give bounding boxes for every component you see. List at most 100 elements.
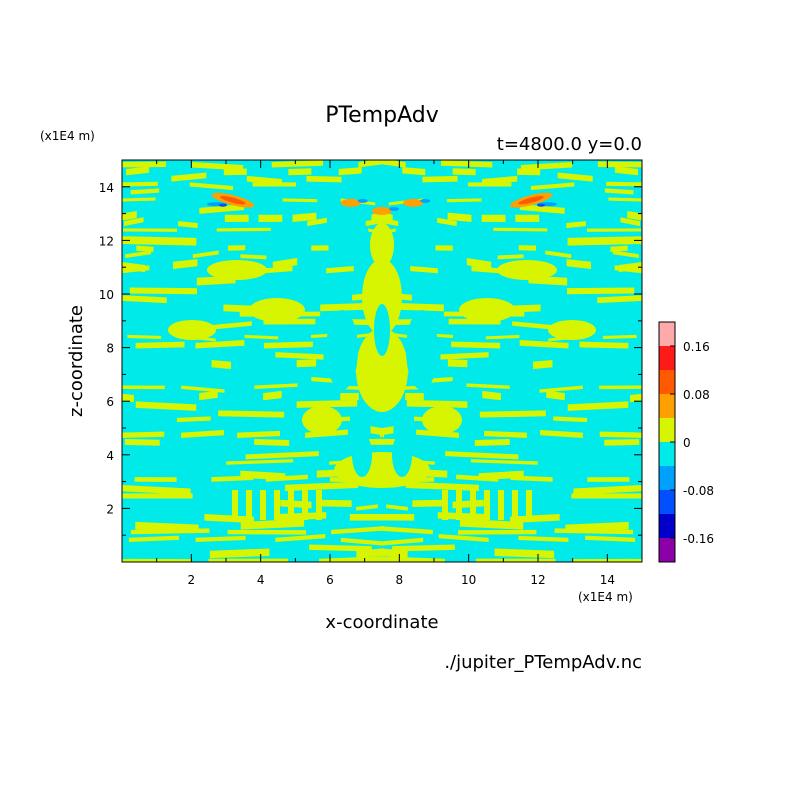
field-maximum — [220, 196, 246, 205]
field-band — [191, 162, 244, 171]
field-blob — [548, 320, 596, 340]
field-band — [252, 182, 297, 187]
field-band — [130, 188, 160, 195]
field-band — [122, 558, 192, 562]
field-band — [579, 341, 629, 349]
field-band — [467, 182, 512, 187]
field-blob — [362, 259, 402, 335]
field-band — [275, 533, 326, 542]
field-band — [435, 245, 453, 251]
field-band — [216, 227, 271, 232]
field-band — [176, 416, 211, 423]
field-blob — [406, 310, 438, 390]
field-band — [122, 295, 167, 304]
x-tick-label: 8 — [396, 573, 404, 587]
colorbar-segment — [659, 346, 675, 370]
field-band — [135, 401, 197, 411]
field-band — [380, 556, 445, 562]
field-band — [422, 175, 458, 183]
field-band — [440, 160, 493, 168]
field-band — [602, 334, 637, 340]
colorbar-tick-label: -0.08 — [683, 484, 714, 498]
field-band — [447, 212, 472, 222]
field-band — [530, 182, 575, 191]
axis-ticks: 2 4 6 8 10 12 14 2 4 6 8 10 12 14 — [99, 160, 642, 587]
field-band — [305, 429, 348, 438]
field-band — [204, 514, 254, 524]
colorbar-tick-label: 0 — [683, 436, 691, 450]
field-band — [452, 168, 476, 176]
field-blob — [370, 223, 394, 267]
field-blob — [459, 298, 515, 322]
field-band — [485, 334, 520, 340]
y-tick-label: 14 — [99, 181, 114, 195]
field-band — [254, 383, 298, 389]
y-tick-label: 6 — [106, 395, 114, 409]
field-band — [223, 168, 247, 176]
colorbar-segment — [659, 490, 675, 514]
field-band — [474, 438, 510, 446]
field-band — [181, 385, 225, 393]
field-band — [134, 477, 177, 482]
field-band — [406, 399, 468, 408]
field-band — [614, 265, 642, 274]
colorbar: 0.16 0.08 0 -0.08 -0.16 — [658, 321, 714, 563]
field-blob — [392, 433, 412, 477]
field-band — [319, 556, 384, 562]
field-band — [380, 548, 408, 559]
x-tick-label: 4 — [257, 573, 265, 587]
field-blob — [334, 452, 430, 488]
y-tick-label: 10 — [99, 288, 114, 302]
field-band — [557, 172, 593, 182]
colorbar-segment — [659, 514, 675, 538]
field-band — [532, 359, 553, 370]
y-unit-label: (x1E4 m) — [40, 129, 95, 143]
field-band — [567, 401, 629, 411]
field-band — [405, 392, 424, 401]
field-band — [512, 321, 555, 330]
field-band — [356, 504, 378, 511]
source-label: ./jupiter_PTempAdv.nc — [444, 652, 642, 673]
field-band — [181, 429, 224, 438]
field-band — [608, 197, 642, 202]
field-maximum — [403, 198, 424, 207]
field-blob — [352, 433, 372, 477]
field-stripe — [526, 490, 532, 520]
field-band — [129, 287, 198, 295]
field-band — [610, 245, 628, 252]
field-band — [125, 250, 152, 259]
field-band — [275, 352, 324, 360]
colorbar-segment — [659, 466, 675, 490]
field-minimum — [218, 203, 227, 207]
field-band — [518, 245, 537, 251]
field-band — [479, 410, 546, 418]
field-band — [122, 493, 193, 499]
field-band — [447, 359, 468, 368]
field-band — [519, 204, 565, 214]
field-band — [195, 535, 246, 542]
x-tick-label: 2 — [188, 573, 196, 587]
field-band — [122, 228, 178, 232]
field-blob — [168, 320, 216, 340]
field-stripe — [260, 490, 266, 520]
field-band — [311, 245, 329, 251]
field-band — [171, 172, 207, 182]
field-band — [218, 410, 285, 418]
field-stripe — [232, 490, 238, 520]
field-stripe — [442, 490, 448, 520]
field-blob — [497, 260, 557, 280]
field-band — [517, 168, 541, 176]
field-band — [604, 188, 634, 195]
field-band — [614, 166, 638, 176]
field-stripe — [246, 490, 252, 520]
field-band — [380, 217, 399, 227]
field-band — [630, 393, 642, 403]
field-blob — [356, 328, 408, 412]
field-band — [306, 175, 342, 183]
field-blob — [207, 260, 267, 280]
field-band — [122, 265, 150, 274]
field-stripe — [302, 490, 308, 520]
colorbar-segment — [659, 442, 675, 466]
field-stripe — [470, 490, 476, 520]
field-band — [245, 451, 319, 460]
